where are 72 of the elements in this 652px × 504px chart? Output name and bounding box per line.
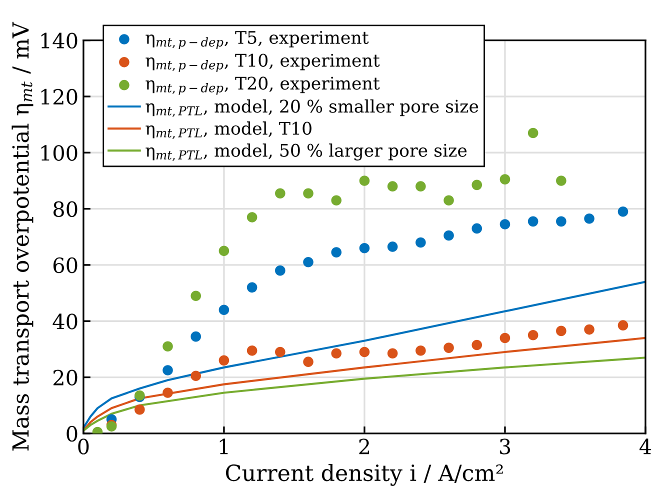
point: [303, 257, 314, 268]
point: [190, 290, 202, 301]
point: [162, 388, 173, 398]
y-tick-label: 80: [53, 201, 78, 218]
point: [556, 326, 566, 336]
y-tick-label: 20: [53, 370, 78, 386]
x-tick-label: 2: [359, 438, 370, 454]
point: [387, 181, 398, 192]
point: [303, 356, 314, 367]
legend-label: η$_{mt,p−dep}$, T20, experiment: [146, 76, 380, 95]
y-tick-label: 40: [52, 314, 78, 330]
point: [387, 348, 398, 359]
x-tick-label: 1: [220, 438, 228, 454]
point: [246, 212, 258, 222]
point: [359, 176, 370, 186]
y-tick-label: 140: [41, 32, 78, 49]
y-tick-label: 60: [53, 257, 78, 274]
x-tick-label: 4: [639, 438, 652, 454]
point: [618, 206, 628, 217]
point: [359, 346, 370, 358]
point: [472, 340, 482, 350]
x-axis-title: Current density i / A/cm²: [226, 464, 503, 486]
point: [218, 355, 230, 366]
point: [162, 365, 173, 376]
point: [275, 346, 286, 358]
x-tick-label: 0: [78, 438, 89, 454]
point: [218, 246, 230, 256]
point: [134, 404, 145, 415]
point: [303, 188, 314, 199]
point: [331, 195, 342, 206]
legend-label: η$_{mt,PTL}$, model, 50 % larger pore size: [146, 143, 467, 162]
point: [359, 242, 370, 254]
point: [500, 174, 510, 184]
point: [472, 180, 482, 190]
point: [528, 128, 538, 138]
point: [528, 216, 538, 227]
legend-label: η$_{mt,PTL}$, model, 20 % smaller pore size: [146, 99, 478, 117]
point: [500, 332, 510, 344]
y-axis-title: Mass transport overpotential η$_{mt}$ / mV: [12, 22, 34, 451]
line-series: [83, 280, 646, 429]
point: [416, 181, 426, 192]
point: [162, 341, 173, 352]
point: [556, 216, 566, 227]
point: [618, 320, 628, 330]
legend-label: η$_{mt,PTL}$, model, T10: [146, 121, 312, 139]
point: [246, 345, 258, 356]
point: [331, 247, 342, 258]
y-tick-label: 100: [41, 145, 78, 161]
point: [275, 265, 286, 276]
y-tick-label: 0: [66, 426, 78, 442]
point: [190, 331, 202, 342]
point: [190, 370, 202, 382]
point: [331, 348, 342, 359]
point: [246, 282, 258, 293]
legend-label: η$_{mt,p−dep}$, T5, experiment: [146, 30, 369, 49]
point: [528, 330, 538, 340]
point: [584, 213, 594, 224]
point: [584, 324, 594, 335]
point: [275, 188, 286, 199]
point: [444, 195, 454, 206]
point: [472, 223, 482, 234]
point: [416, 345, 426, 356]
y-tick-label: 120: [41, 88, 78, 105]
legend-label: η$_{mt,p−dep}$, T10, experiment: [146, 54, 380, 72]
point: [500, 219, 510, 230]
point: [416, 237, 426, 248]
point: [387, 242, 398, 252]
point: [444, 230, 454, 241]
point: [556, 176, 566, 186]
point: [444, 342, 454, 353]
x-tick-label: 3: [500, 438, 510, 454]
point: [218, 304, 230, 316]
